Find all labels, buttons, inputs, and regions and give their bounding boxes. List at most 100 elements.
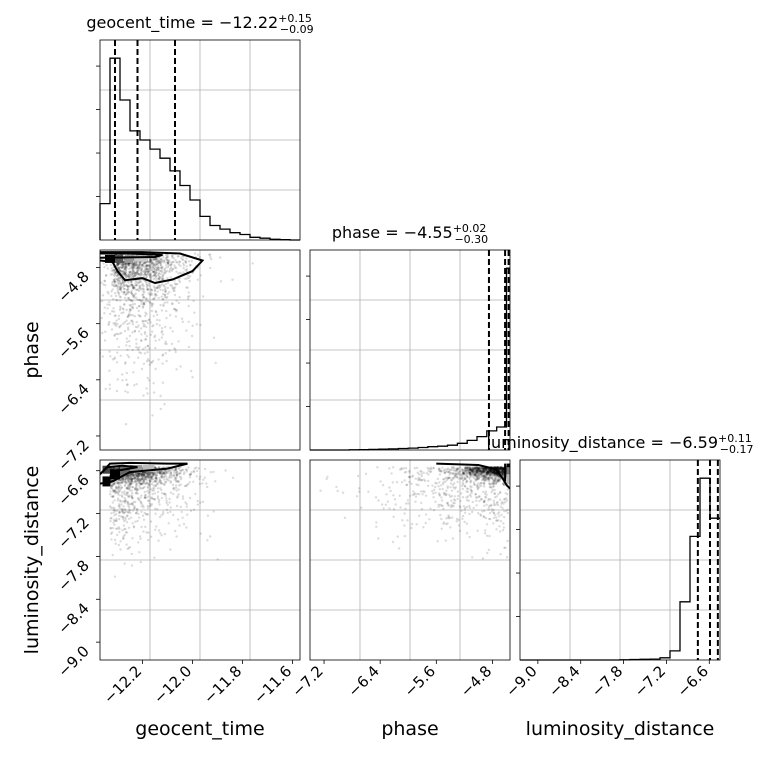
p10-point <box>189 263 192 267</box>
p20-point <box>182 522 186 526</box>
p10-point <box>137 264 140 268</box>
p20-point <box>146 471 150 475</box>
p21-point <box>422 478 426 481</box>
p10-point <box>195 323 199 326</box>
p20-point <box>124 475 127 479</box>
p20-point <box>162 472 166 475</box>
p21-point <box>429 470 433 473</box>
p20-point <box>109 520 112 523</box>
p20-point <box>136 488 139 491</box>
p20-point <box>140 473 143 476</box>
p10-point <box>138 281 141 284</box>
p10-point <box>149 321 152 324</box>
p10-point <box>118 308 122 312</box>
p20-point <box>188 481 191 484</box>
p21-point <box>476 466 480 470</box>
p21-point <box>489 486 492 489</box>
p21-point <box>473 466 476 470</box>
p21-point <box>483 467 487 470</box>
p20-point <box>136 478 139 481</box>
p20-point <box>160 534 163 537</box>
p20-point <box>195 466 198 469</box>
p10-point <box>113 357 116 360</box>
p20-point <box>175 473 179 477</box>
p10-point <box>146 287 149 291</box>
p21-point <box>488 485 492 489</box>
p10-point <box>153 272 156 276</box>
p20-point <box>112 518 116 522</box>
p20-point <box>125 487 128 490</box>
p21-point <box>500 472 503 475</box>
p10-point <box>120 311 123 315</box>
p10-point <box>130 270 133 273</box>
p20-point <box>139 560 142 564</box>
p20-point <box>127 504 130 507</box>
p10-point <box>142 303 145 306</box>
p21-point <box>500 466 503 470</box>
p10-point <box>123 290 126 294</box>
p21-point <box>483 468 486 471</box>
p21-point <box>490 486 494 489</box>
p21-point <box>460 492 463 495</box>
p20-point <box>150 475 153 479</box>
p21-point <box>481 470 484 473</box>
p21-point <box>489 483 492 486</box>
p20-point <box>131 509 135 512</box>
p20-point <box>135 484 138 488</box>
p21-point <box>498 479 502 482</box>
p21-point <box>501 466 504 469</box>
p10-point <box>123 272 127 275</box>
p21-point <box>495 473 498 476</box>
p21-point <box>420 473 423 476</box>
p20-point <box>208 535 212 538</box>
p20-point <box>127 495 131 498</box>
p21-point <box>360 506 363 509</box>
p10-point <box>168 259 171 262</box>
p10-point <box>136 288 139 292</box>
p20-point <box>127 484 131 487</box>
p10-point <box>125 344 128 347</box>
p10-point <box>135 268 139 271</box>
p10-point <box>121 265 125 268</box>
p21-point <box>497 475 500 478</box>
p20-point <box>121 500 124 503</box>
p21-point <box>481 471 485 474</box>
p10-point <box>113 334 116 337</box>
p21-point <box>484 473 487 476</box>
p10-point <box>172 260 175 264</box>
p10-point <box>119 277 122 280</box>
p21-point <box>488 471 492 474</box>
p21-point <box>480 484 483 488</box>
p20-point <box>127 480 131 484</box>
p21-point <box>473 471 476 474</box>
p21-point <box>472 471 475 474</box>
p21-point <box>471 472 475 475</box>
p20-point <box>127 526 131 529</box>
p20-point <box>110 495 113 498</box>
p20-point <box>162 472 166 475</box>
p21-point <box>483 476 486 479</box>
p20-point <box>174 471 178 474</box>
p21-point <box>459 499 462 503</box>
p21-point <box>480 466 483 469</box>
p10-point <box>135 284 138 287</box>
p10-point <box>154 346 157 350</box>
p20-point <box>201 500 205 503</box>
p20-point <box>128 508 131 512</box>
p10-point <box>146 288 150 291</box>
p21-point <box>446 501 449 505</box>
p21-point <box>447 515 450 519</box>
p21-point <box>499 553 502 556</box>
p10-point <box>124 273 128 276</box>
p10-point <box>124 262 128 266</box>
p21-point <box>469 468 472 471</box>
p10-point <box>124 283 128 287</box>
p21-point <box>498 466 502 469</box>
p20-point <box>131 497 134 500</box>
p10-point <box>192 299 195 303</box>
p10-point <box>120 266 124 270</box>
p10-point <box>159 284 162 287</box>
p10-point <box>107 322 111 325</box>
p20-point <box>139 500 142 503</box>
p21-point <box>488 468 491 471</box>
